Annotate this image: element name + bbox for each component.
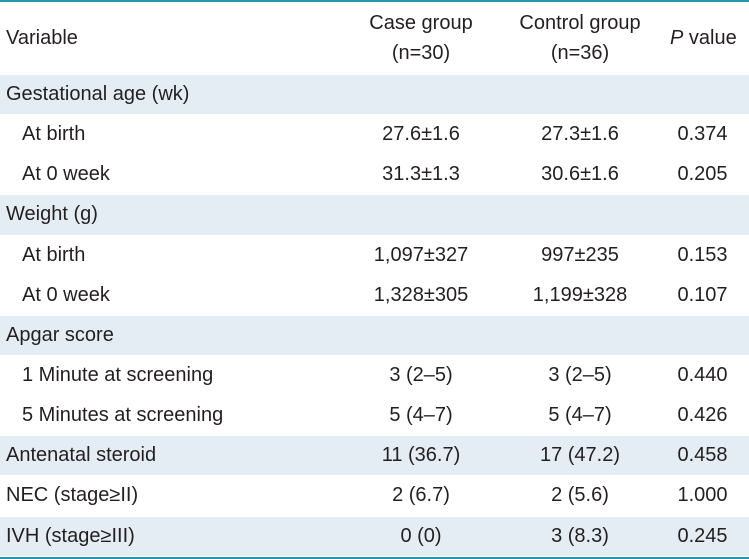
case-group-cell: 31.3±1.3 xyxy=(382,163,460,186)
variable-cell: At 0 week xyxy=(22,163,110,186)
p-value-cell: 0.107 xyxy=(677,283,728,306)
table-row: At birth 27.6±1.6 27.3±1.6 0.374 xyxy=(0,115,749,156)
variable-cell: NEC (stage≥II) xyxy=(6,484,139,507)
variable-cell: Apgar score xyxy=(6,323,114,346)
control-group-cell: 3 (2–5) xyxy=(548,364,612,387)
control-group-cell: 5 (4–7) xyxy=(548,404,612,427)
p-value-cell: 0.245 xyxy=(677,524,728,547)
variable-cell: Antenatal steroid xyxy=(6,444,157,467)
case-group-cell: 27.6±1.6 xyxy=(382,123,460,146)
p-value-word: value xyxy=(688,26,737,49)
p-value-cell: 0.426 xyxy=(677,404,728,427)
p-value-cell: 0.374 xyxy=(677,123,728,146)
case-group-count: (n=30) xyxy=(391,42,451,64)
variable-cell: 1 Minute at screening xyxy=(22,364,214,387)
case-group-cell: 1,328±305 xyxy=(373,283,469,306)
control-group-cell: 27.3±1.6 xyxy=(541,123,619,146)
control-group-cell: 2 (5.6) xyxy=(551,484,609,507)
control-group-cell: 30.6±1.6 xyxy=(541,163,619,186)
variable-cell: At birth xyxy=(22,123,86,146)
case-group-cell: 11 (36.7) xyxy=(381,444,461,467)
table-row: At 0 week 31.3±1.3 30.6±1.6 0.205 xyxy=(0,155,749,196)
case-group-title: Case group xyxy=(369,12,473,34)
table-row: Apgar score xyxy=(0,315,749,356)
variable-cell: 5 Minutes at screening xyxy=(22,404,224,427)
table-header-row: Variable Case group (n=30) Control group… xyxy=(0,2,749,75)
table-row: At birth 1,097±327 997±235 0.153 xyxy=(0,236,749,276)
variable-cell: Gestational age (wk) xyxy=(6,83,190,106)
table-row: Antenatal steroid 11 (36.7) 17 (47.2) 0.… xyxy=(0,436,749,477)
case-group-cell: 2 (6.7) xyxy=(392,484,450,507)
table-row: At 0 week 1,328±305 1,199±328 0.107 xyxy=(0,276,749,316)
case-group-cell: 5 (4–7) xyxy=(389,404,453,427)
table-row: Weight (g) xyxy=(0,195,749,236)
p-value-cell: 1.000 xyxy=(677,484,728,507)
p-value-cell: 0.440 xyxy=(677,364,728,387)
control-group-count: (n=36) xyxy=(550,42,610,64)
table-row: Gestational age (wk) xyxy=(0,75,749,116)
control-group-cell: 17 (47.2) xyxy=(539,444,621,467)
variable-cell: At birth xyxy=(22,243,86,266)
case-group-header: Case group (n=30) xyxy=(352,8,490,68)
variable-cell: Weight (g) xyxy=(6,203,98,226)
case-group-cell: 1,097±327 xyxy=(373,243,469,266)
p-value-cell: 0.153 xyxy=(677,243,728,266)
control-group-title: Control group xyxy=(519,12,641,34)
table-row: 1 Minute at screening 3 (2–5) 3 (2–5) 0.… xyxy=(0,356,749,397)
p-value-header: P value xyxy=(670,27,749,50)
variable-cell: IVH (stage≥III) xyxy=(6,524,135,547)
control-group-cell: 997±235 xyxy=(541,243,619,266)
control-group-cell: 3 (8.3) xyxy=(551,524,609,547)
case-group-cell: 0 (0) xyxy=(400,524,442,547)
p-value-cell: 0.458 xyxy=(677,444,728,467)
case-group-cell: 3 (2–5) xyxy=(389,364,453,387)
variable-cell: At 0 week xyxy=(22,283,110,306)
table-row: NEC (stage≥II) 2 (6.7) 2 (5.6) 1.000 xyxy=(0,476,749,517)
p-value-cell: 0.205 xyxy=(677,163,728,186)
table-row: IVH (stage≥III) 0 (0) 3 (8.3) 0.245 xyxy=(0,516,749,557)
p-symbol: P xyxy=(670,26,684,49)
control-group-cell: 1,199±328 xyxy=(532,283,628,306)
variable-header: Variable xyxy=(6,26,78,49)
control-group-header: Control group (n=36) xyxy=(490,8,670,68)
table-row: 5 Minutes at screening 5 (4–7) 5 (4–7) 0… xyxy=(0,396,749,437)
